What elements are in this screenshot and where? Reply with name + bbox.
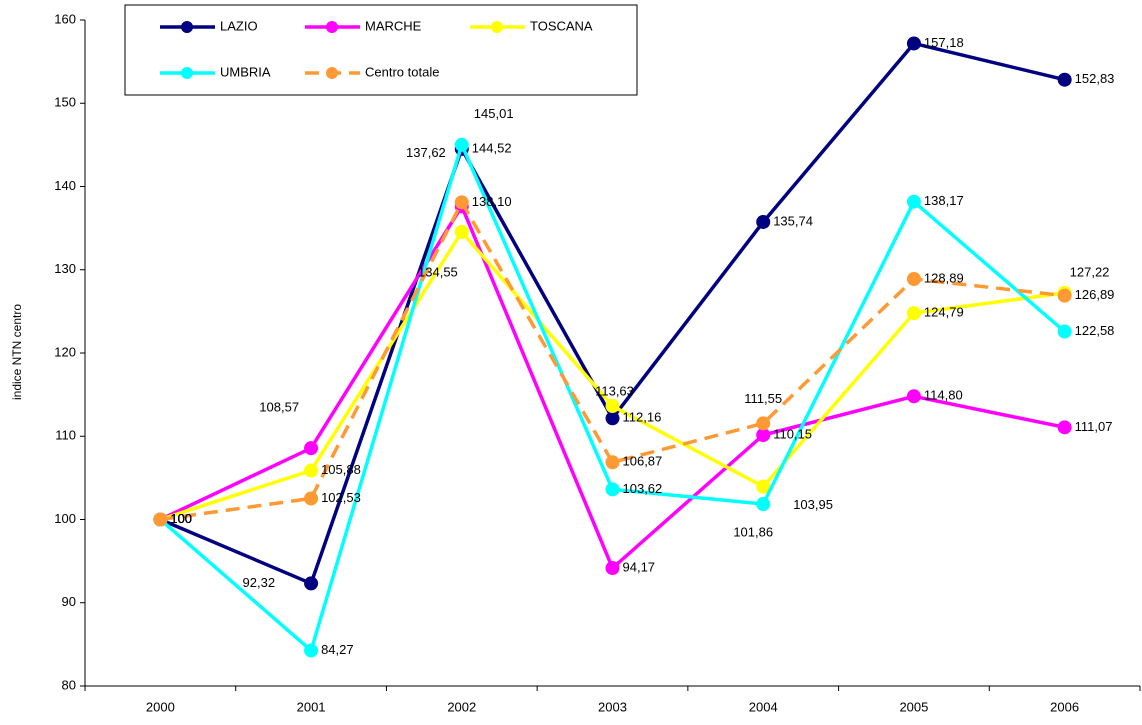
- data-point: [1057, 72, 1072, 87]
- series-line: [160, 200, 1065, 522]
- data-label: 100: [170, 511, 192, 526]
- y-tick-label: 130: [54, 261, 76, 276]
- data-label: 108,57: [259, 400, 299, 415]
- data-point: [153, 512, 168, 527]
- data-point: [906, 271, 921, 286]
- data-label: 100: [170, 511, 192, 526]
- data-point: [906, 194, 921, 209]
- data-label: 112,16: [623, 410, 662, 425]
- y-axis-label: indice NTN centro: [10, 304, 24, 400]
- data-label: 100: [170, 511, 192, 526]
- data-label: 157,18: [924, 35, 964, 50]
- data-point: [454, 137, 469, 152]
- y-tick-label: 140: [54, 178, 76, 193]
- data-label: 111,07: [1075, 419, 1113, 434]
- data-label: 100: [170, 511, 192, 526]
- x-tick-label: 2005: [899, 699, 928, 714]
- data-point: [304, 441, 319, 456]
- y-tick-label: 120: [54, 344, 76, 359]
- data-label: 124,79: [924, 305, 964, 320]
- data-point: [1057, 288, 1072, 303]
- data-label: 103,95: [793, 497, 833, 512]
- legend-marker: [326, 21, 338, 33]
- data-point: [605, 561, 620, 576]
- data-label: 152,83: [1075, 71, 1115, 86]
- data-point: [304, 491, 319, 506]
- y-tick-label: 80: [62, 677, 76, 692]
- legend-marker: [181, 67, 193, 79]
- x-tick-label: 2002: [447, 699, 476, 714]
- data-label: 100: [170, 511, 192, 526]
- data-point: [756, 428, 771, 443]
- data-label: 102,53: [321, 490, 361, 505]
- y-tick-label: 100: [54, 511, 76, 526]
- data-label: 110,15: [773, 426, 812, 441]
- data-point: [304, 576, 319, 591]
- x-tick-label: 2000: [146, 699, 175, 714]
- legend-marker: [181, 21, 193, 33]
- data-label: 135,74: [773, 213, 813, 228]
- data-point: [605, 399, 620, 414]
- legend-marker: [326, 67, 338, 79]
- data-point: [906, 36, 921, 51]
- data-label: 84,27: [321, 642, 354, 657]
- y-tick-label: 160: [54, 11, 76, 26]
- data-label: 138,17: [924, 193, 964, 208]
- data-point: [1057, 324, 1072, 339]
- legend-label: Centro totale: [365, 64, 439, 79]
- data-label: 114,80: [924, 388, 963, 403]
- x-tick-label: 2004: [749, 699, 778, 714]
- data-point: [756, 497, 771, 512]
- legend-label: LAZIO: [220, 18, 258, 33]
- data-point: [756, 479, 771, 494]
- legend-marker: [491, 21, 503, 33]
- data-point: [906, 389, 921, 404]
- data-label: 105,88: [321, 462, 361, 477]
- data-label: 101,86: [733, 524, 773, 539]
- data-label: 138,10: [472, 194, 512, 209]
- data-label: 144,52: [472, 140, 512, 155]
- data-label: 122,58: [1075, 323, 1115, 338]
- data-label: 134,55: [418, 264, 458, 279]
- data-point: [304, 463, 319, 478]
- legend-box: [124, 4, 638, 96]
- data-point: [605, 455, 620, 470]
- y-tick-label: 150: [54, 95, 76, 110]
- data-label: 145,01: [474, 106, 514, 121]
- data-point: [454, 195, 469, 210]
- data-label: 103,62: [623, 481, 663, 496]
- data-point: [756, 214, 771, 229]
- data-label: 113,63: [595, 383, 634, 398]
- data-label: 127,22: [1070, 264, 1110, 279]
- x-tick-label: 2001: [297, 699, 326, 714]
- data-label: 128,89: [924, 270, 964, 285]
- data-label: 94,17: [623, 559, 656, 574]
- y-tick-label: 110: [55, 428, 76, 443]
- data-point: [906, 306, 921, 321]
- legend-label: UMBRIA: [220, 64, 271, 79]
- data-label: 92,32: [243, 575, 276, 590]
- data-label: 111,55: [744, 391, 782, 406]
- x-tick-label: 2003: [598, 699, 627, 714]
- data-point: [304, 643, 319, 658]
- data-point: [1057, 420, 1072, 435]
- x-tick-label: 2006: [1050, 699, 1079, 714]
- y-tick-label: 90: [62, 594, 76, 609]
- data-label: 126,89: [1075, 287, 1115, 302]
- legend-label: TOSCANA: [530, 18, 593, 33]
- data-label: 106,87: [623, 454, 663, 469]
- data-label: 137,62: [406, 145, 446, 160]
- data-point: [605, 482, 620, 497]
- legend-label: MARCHE: [365, 18, 422, 33]
- data-point: [605, 411, 620, 426]
- data-point: [756, 416, 771, 431]
- data-point: [454, 224, 469, 239]
